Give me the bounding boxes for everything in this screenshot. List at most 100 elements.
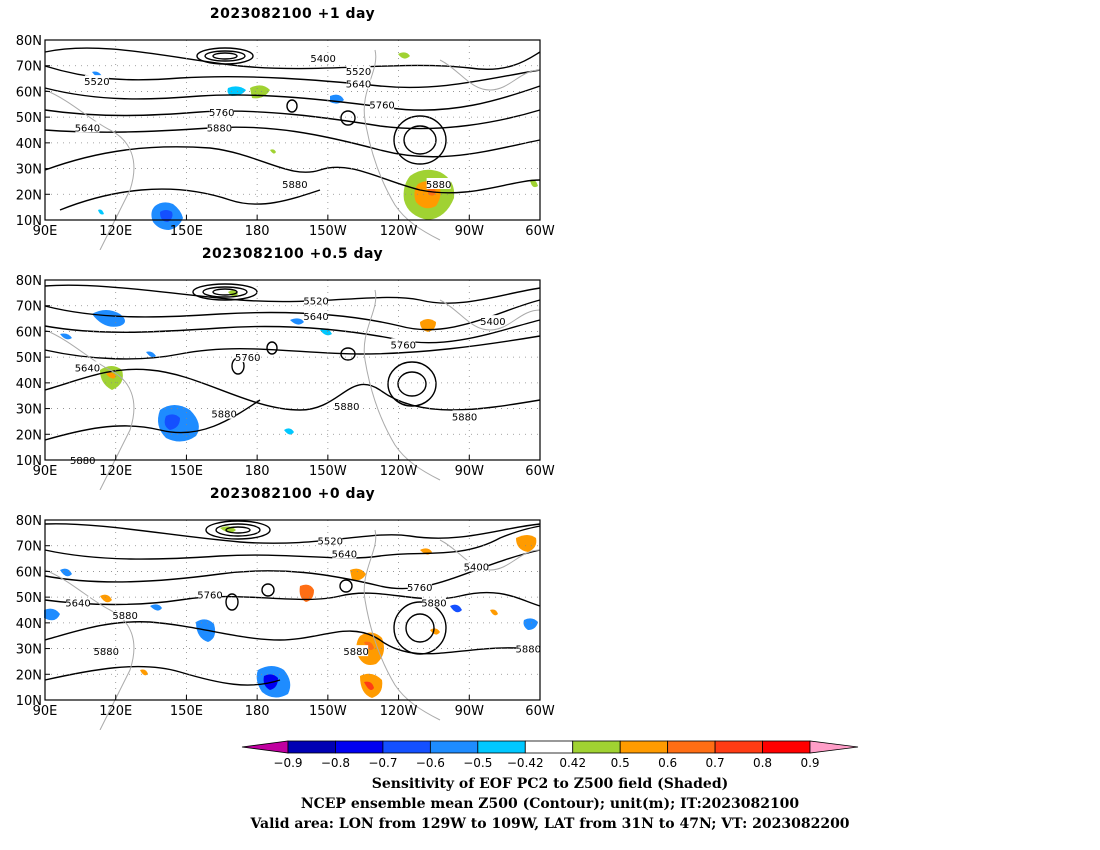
contour-label: 5640 xyxy=(75,123,100,134)
lat-tick-label: 70N xyxy=(16,300,42,315)
lon-tick-label: 90E xyxy=(33,704,58,719)
colorbar-bin xyxy=(382,740,431,754)
contour-label: 5880 xyxy=(426,180,451,191)
colorbar-bin xyxy=(477,740,526,754)
colorbar-tick-label: 0.7 xyxy=(706,756,725,770)
lon-tick-label: 180 xyxy=(245,464,270,479)
lon-tick-label: 150W xyxy=(309,224,347,239)
contour-label: 5400 xyxy=(480,317,505,328)
lon-tick-label: 90W xyxy=(455,224,485,239)
lon-tick-label: 150E xyxy=(170,704,203,719)
footer-line-2: NCEP ensemble mean Z500 (Contour); unit(… xyxy=(300,796,800,812)
grid-3 xyxy=(45,520,540,700)
lon-tick-label: 120E xyxy=(99,704,132,719)
colorbar-tick-label: 0.5 xyxy=(611,756,630,770)
contour-label-bg xyxy=(75,361,100,373)
grid-1 xyxy=(45,40,540,220)
contour-label-bg xyxy=(311,52,336,63)
lat-tick-label: 80N xyxy=(16,34,42,49)
contour-label: 5760 xyxy=(209,108,234,119)
contour-label-bg xyxy=(304,310,329,321)
colorbar-tick-label: 0.9 xyxy=(800,756,819,770)
colorbar-bin xyxy=(762,740,811,754)
lon-tick-label: 120W xyxy=(380,464,418,479)
sensitivity-shading-2 xyxy=(60,290,436,442)
contour-label-bg xyxy=(84,75,109,87)
contour-label: 5760 xyxy=(369,100,394,111)
contour-label: 5640 xyxy=(303,312,328,323)
contour-label-bg xyxy=(75,121,100,133)
lon-tick-label: 180 xyxy=(245,704,270,719)
contour-label: 5880 xyxy=(70,456,95,467)
lon-tick-label: 120W xyxy=(380,224,418,239)
contour-label-bg xyxy=(282,178,307,189)
lat-tick-label: 10N xyxy=(16,454,42,469)
contour-label-bg xyxy=(344,645,369,657)
contour-label: 5880 xyxy=(452,412,477,423)
lat-tick-label: 80N xyxy=(16,514,42,529)
lon-tick-label: 90W xyxy=(455,704,485,719)
lat-tick-label: 40N xyxy=(16,617,42,632)
map-frame-2 xyxy=(44,279,541,461)
contour-label: 5880 xyxy=(421,598,446,609)
lat-tick-label: 80N xyxy=(16,274,42,289)
contour-label-bg xyxy=(480,315,505,327)
lon-tick-label: 150E xyxy=(170,224,203,239)
colorbar: −0.9 −0.8 −0.7 −0.6 −0.5 −0.42 0.42 0.5 0.6 0.7 0.… xyxy=(241,740,859,770)
lat-tick-label: 40N xyxy=(16,377,42,392)
lat-tick-label: 10N xyxy=(16,214,42,229)
panel-title-3: 2023082100 +0 day xyxy=(209,486,376,502)
lon-tick-label: 60W xyxy=(525,464,555,479)
contour-label: 5640 xyxy=(75,363,100,374)
lat-tick-label: 20N xyxy=(16,668,42,683)
colorbar-tick-label: −0.42 xyxy=(507,756,544,770)
colorbar-tick-label: 0.8 xyxy=(753,756,772,770)
map-frame-1 xyxy=(44,39,541,221)
lat-tick-label: 50N xyxy=(16,351,42,366)
contour-label-bg xyxy=(346,77,371,89)
colorbar-bin xyxy=(335,740,384,754)
contour-label-bg xyxy=(464,560,489,572)
contour-label: 5880 xyxy=(112,611,137,622)
contour-label-bg xyxy=(235,351,260,363)
colorbar-arrow-high xyxy=(809,740,859,754)
contour-label-bg xyxy=(332,547,357,559)
lon-tick-label: 120W xyxy=(380,704,418,719)
contour-label-bg xyxy=(209,106,234,117)
contour-label: 5640 xyxy=(65,598,90,609)
contour-label-bg xyxy=(516,642,541,654)
colorbar-bin xyxy=(287,740,336,754)
colorbar-bin xyxy=(524,740,574,754)
contour-label: 5520 xyxy=(84,77,109,88)
panel-title-1: 2023082100 +1 day xyxy=(209,6,376,22)
contour-label-bg xyxy=(212,407,237,419)
colorbar-arrow-low xyxy=(241,740,289,754)
grid-2 xyxy=(45,280,540,460)
contour-labels-1: 5400 5520 5640 5520 5640 5760 5760 5880 5880 5880 xyxy=(75,52,451,191)
colorbar-bin xyxy=(667,740,716,754)
contour-label: 5400 xyxy=(310,54,335,65)
colorbar-tick-label: 0.6 xyxy=(658,756,677,770)
contour-label: 5760 xyxy=(197,591,222,602)
contour-label: 5880 xyxy=(94,647,119,658)
footer-line-3: Valid area: LON from 129W to 109W, LAT f… xyxy=(250,816,850,832)
contour-label: 5760 xyxy=(235,353,260,364)
contour-label-bg xyxy=(113,609,138,621)
contour-label-bg xyxy=(304,294,329,306)
lat-tick-label: 40N xyxy=(16,137,42,152)
contour-label: 5880 xyxy=(207,123,232,134)
contour-label-bg xyxy=(421,596,446,608)
contour-label-bg xyxy=(346,64,371,76)
contour-label: 5400 xyxy=(464,562,489,573)
lat-tick-label: 70N xyxy=(16,540,42,555)
colorbar-bin xyxy=(572,740,621,754)
lat-tick-label: 30N xyxy=(16,643,42,658)
colorbar-bin xyxy=(619,740,669,754)
lon-tick-label: 90E xyxy=(33,464,58,479)
contour-label: 5640 xyxy=(346,80,371,91)
contour-label-bg xyxy=(94,645,119,657)
colorbar-bin xyxy=(714,740,763,754)
